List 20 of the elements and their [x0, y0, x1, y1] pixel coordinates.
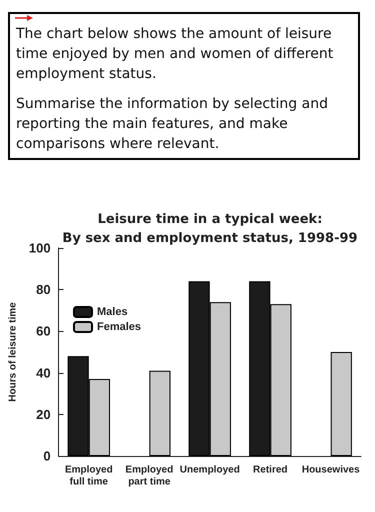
x-tick-label: Retired: [253, 464, 288, 476]
legend-label: Females: [97, 321, 142, 333]
y-axis-title: Hours of leisure time: [8, 302, 18, 402]
legend-label: Males: [97, 306, 128, 318]
y-tick-label: 40: [36, 365, 51, 380]
text: Summarise the information by selecting and reporting the main features, and make comparisons where relevant.: [16, 95, 329, 154]
chart-subtitle: By sex and employment status, 1998-99: [62, 231, 358, 246]
bar: [330, 352, 352, 456]
text: The chart below shows the amount of leisure time enjoyed by men and women of different employment status.: [16, 25, 334, 84]
y-tick-label: 0: [43, 448, 51, 464]
y-tick-label: 20: [36, 406, 51, 422]
x-tick-label: Unemployed: [180, 464, 240, 476]
x-tick-label: Housewives: [302, 464, 360, 476]
x-tick-label: Employed full time: [64, 464, 113, 488]
bar: [149, 370, 170, 456]
y-tick-label: 80: [36, 282, 51, 298]
y-tick-label: 100: [28, 240, 51, 256]
y-tick-label: 60: [36, 324, 51, 339]
x-tick-label: Employed part time: [125, 464, 174, 488]
chart-title: Leisure time in a typical week:: [98, 212, 322, 227]
